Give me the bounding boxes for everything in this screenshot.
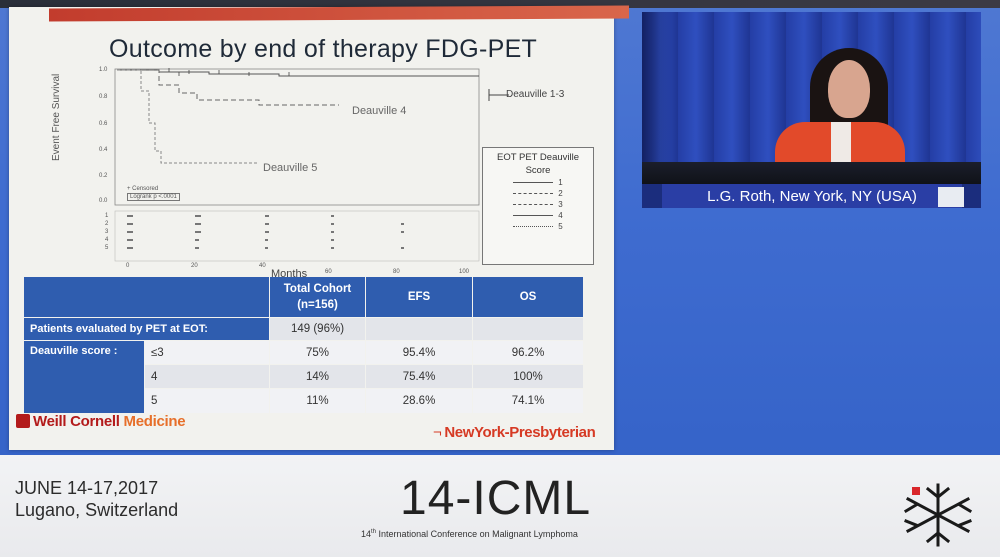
- total-cell: 11%: [270, 389, 365, 413]
- legend-item: 5: [487, 221, 589, 232]
- risk-row-label: 3: [105, 229, 109, 235]
- curve-deauville-5: [117, 69, 257, 164]
- score-legend: EOT PET Deauville Score 1 2 3 4 5: [482, 147, 594, 265]
- y-tick: 0.0: [99, 198, 108, 204]
- slide-title: Outcome by end of therapy FDG-PET: [109, 35, 538, 63]
- efs-cell: 75.4%: [366, 365, 472, 388]
- weill-cornell-logo: Weill Cornell Medicine: [16, 413, 186, 430]
- header-efs: EFS: [366, 277, 472, 317]
- x-tick: 20: [191, 263, 198, 269]
- risk-row-label: 5: [105, 245, 109, 251]
- censored-legend: + Censored: [127, 186, 159, 192]
- y-tick: 0.2: [99, 173, 108, 179]
- x-tick: 60: [325, 269, 332, 275]
- curve-deauville-1-3: [117, 69, 479, 77]
- header-os: OS: [473, 277, 583, 317]
- risk-table-marks: [127, 215, 404, 249]
- speaker-video-feed: L.G. Roth, New York, NY (USA): [642, 12, 981, 208]
- risk-table-frame: [114, 210, 480, 262]
- newyork-presbyterian-logo: ¬ NewYork-Presbyterian: [433, 424, 596, 441]
- score-cell: ≤3: [145, 341, 269, 364]
- risk-row-label: 1: [105, 213, 109, 219]
- efs-cell: 28.6%: [366, 389, 472, 413]
- os-cell: 100%: [473, 365, 583, 388]
- conference-title: 14-ICML: [400, 472, 592, 525]
- y-axis-label: Event Free Survival: [51, 73, 62, 161]
- y-tick: 0.4: [99, 147, 108, 153]
- conference-logo-small-icon: [938, 187, 964, 207]
- os-cell: 96.2%: [473, 341, 583, 364]
- legend-item: 3: [487, 199, 589, 210]
- presentation-slide: Outcome by end of therapy FDG-PET: [9, 5, 629, 450]
- legend-item: 4: [487, 210, 589, 221]
- label-deauville-4: Deauville 4: [352, 105, 407, 117]
- speaker-caption: L.G. Roth, New York, NY (USA): [662, 184, 962, 208]
- total-cell: 14%: [270, 365, 365, 388]
- conference-dates: JUNE 14-17,2017: [15, 478, 159, 498]
- weill-cornell-shield-icon: [16, 414, 30, 428]
- kaplan-meier-plot: Event Free Survival 1.0 0.8 0.6 0.4 0.2 …: [19, 63, 619, 283]
- logrank-legend: Logrank p <.0001: [127, 193, 180, 201]
- total-cell: 75%: [270, 341, 365, 364]
- slide-header-bar: [49, 5, 629, 22]
- risk-row-label: 4: [105, 237, 109, 243]
- os-cell: 74.1%: [473, 389, 583, 413]
- legend-item: 2: [487, 188, 589, 199]
- conference-banner: JUNE 14-17,2017 Lugano, Switzerland 14-I…: [0, 455, 1000, 557]
- score-cell: 5: [145, 389, 269, 413]
- pet-row-efs: [366, 318, 472, 340]
- label-deauville-1-3: Deauville 1-3: [506, 89, 565, 100]
- x-tick: 0: [126, 263, 130, 269]
- table-header-blank: [24, 277, 269, 317]
- pet-row-label: Patients evaluated by PET at EOT:: [24, 318, 269, 340]
- nyp-mark-icon: ¬: [433, 424, 442, 441]
- header-total-cohort: Total Cohort (n=156): [270, 277, 365, 317]
- x-tick: 40: [259, 263, 266, 269]
- pet-row-total: 149 (96%): [270, 318, 365, 340]
- plot-frame: [114, 68, 480, 206]
- risk-row-label: 2: [105, 221, 109, 227]
- conference-location: Lugano, Switzerland: [15, 500, 179, 520]
- legend-item: 1: [487, 177, 589, 188]
- censor-marks: [168, 68, 290, 76]
- efs-cell: 95.4%: [366, 341, 472, 364]
- curve-deauville-4: [117, 69, 339, 106]
- x-tick: 100: [459, 269, 470, 275]
- y-tick: 0.8: [99, 94, 108, 100]
- conference-subtitle: 14th International Conference on Maligna…: [361, 529, 578, 539]
- survival-curves: [114, 68, 509, 262]
- screen-top-frame: [0, 0, 1000, 8]
- deauville-score-label: Deauville score :: [24, 341, 144, 413]
- score-legend-title: EOT PET Deauville Score: [496, 152, 580, 176]
- pet-row-os: [473, 318, 583, 340]
- y-tick: 1.0: [99, 67, 108, 73]
- speaker-face: [828, 60, 870, 118]
- score-cell: 4: [145, 365, 269, 388]
- y-tick: 0.6: [99, 121, 108, 127]
- conference-dates-block: JUNE 14-17,2017 Lugano, Switzerland: [15, 477, 178, 521]
- snowflake-logo-icon: [903, 483, 973, 547]
- outcome-table: Total Cohort (n=156) EFS OS Patients eva…: [24, 277, 584, 422]
- label-deauville-5: Deauville 5: [263, 162, 318, 174]
- podium: [642, 162, 981, 184]
- x-tick: 80: [393, 269, 400, 275]
